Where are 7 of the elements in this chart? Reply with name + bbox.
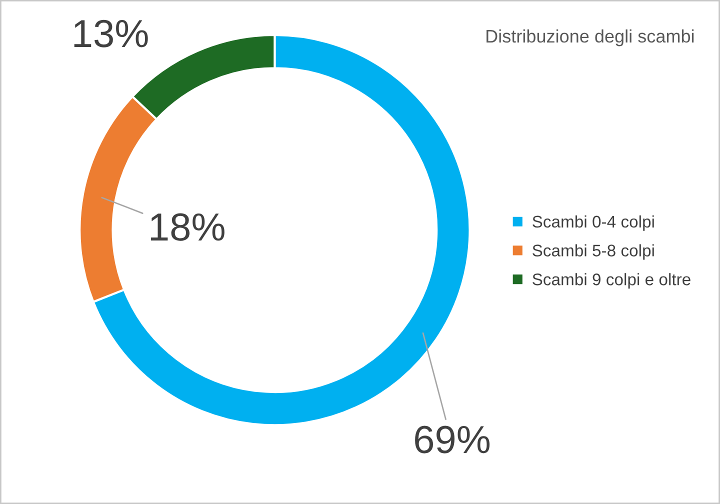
text: Distribuzione degli scambi — [486, 29, 694, 46]
legend-label: Scambi 9 colpi e oltre — [532, 273, 690, 289]
legend-label: Scambi 5-8 colpi — [532, 244, 654, 260]
data-label: 13% — [74, 20, 148, 48]
data-label: 18% — [150, 213, 224, 241]
data-label: 69% — [415, 426, 490, 454]
legend-label: Scambi 0-4 colpi — [532, 215, 654, 231]
